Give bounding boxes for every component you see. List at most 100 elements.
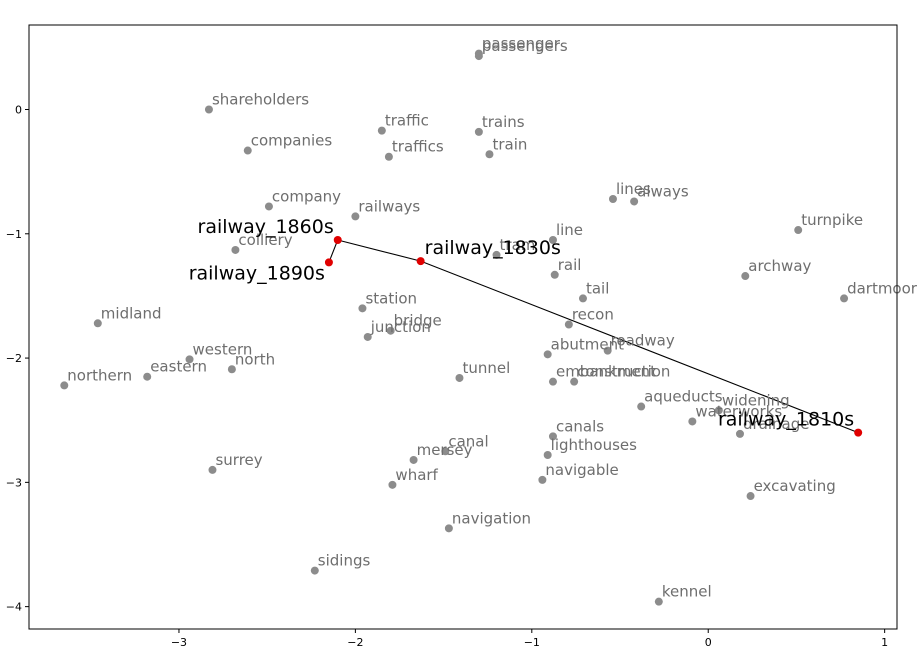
axes-layer: −3 −2 −1 0 1 −4 −3 −2 −1 0 (6, 104, 888, 649)
x-tick-label: −3 (171, 636, 187, 649)
point-navigable (538, 475, 547, 484)
point-label-always: always (637, 182, 689, 200)
point-label-company: company (272, 187, 341, 205)
point-traffics (384, 152, 393, 161)
point-companies (243, 146, 252, 155)
point-label-passengers: passengers (482, 37, 568, 55)
point-aqueducts (637, 402, 646, 411)
point-label-lighthouses: lighthouses (551, 436, 637, 454)
point-canals (548, 432, 557, 441)
highlight-point-railway-1810s (854, 428, 863, 437)
point-label-navigable: navigable (545, 461, 618, 479)
point-label-junction: junction (370, 318, 431, 336)
y-tick-label: −3 (6, 476, 22, 489)
point-label-turnpike: turnpike (801, 211, 863, 229)
point-label-canals: canals (556, 417, 604, 435)
point-label-midland: midland (101, 304, 162, 322)
point-label-widening: widening (722, 391, 790, 409)
point-bridge (386, 326, 395, 335)
point-north (227, 365, 236, 374)
point-tail (578, 294, 587, 303)
point-label-waterworks: waterworks (695, 402, 782, 420)
highlight-label-railway-1810s: railway_1810s (718, 409, 854, 431)
point-label-traffics: traffics (392, 138, 444, 156)
point-label-drainage: drainage (743, 415, 810, 433)
point-company (264, 202, 273, 211)
point-construction (570, 377, 579, 386)
point-traffic (377, 126, 386, 135)
y-tick-label: 0 (15, 104, 22, 117)
point-archway (741, 272, 750, 281)
point-label-tunnel: tunnel (462, 359, 510, 377)
point-waterworks (688, 417, 697, 426)
highlight-label-railway-1830s: railway_1830s (425, 237, 561, 259)
point-label-wharf: wharf (395, 466, 438, 484)
point-train (485, 150, 494, 159)
point-embankment (548, 377, 557, 386)
point-label-northern: northern (67, 366, 132, 384)
point-line (548, 236, 557, 245)
point-label-abutment: abutment (551, 335, 624, 353)
point-mersey (409, 455, 418, 464)
point-label-companies: companies (251, 132, 333, 150)
point-label-navigation: navigation (452, 509, 531, 527)
point-label-lines: lines (616, 180, 651, 198)
points-layer (60, 49, 849, 606)
point-eastern (143, 372, 152, 381)
point-label-tram: tram (500, 236, 536, 254)
y-tick-label: −2 (6, 352, 22, 365)
point-label-mersey: mersey (417, 441, 473, 459)
point-label-north: north (235, 350, 275, 368)
point-label-recon: recon (572, 306, 614, 324)
point-label-kennel: kennel (662, 583, 712, 601)
point-railways (351, 212, 360, 221)
point-label-tail: tail (586, 279, 609, 297)
point-label-rail: rail (558, 256, 582, 274)
point-tram (492, 250, 501, 259)
point-excavating (746, 492, 755, 501)
point-sidings (310, 566, 319, 575)
x-tick-label: 0 (705, 636, 712, 649)
highlight-layer: railway_1810s railway_1830s railway_1860sr… (189, 216, 863, 437)
point-northern (60, 381, 69, 390)
highlight-point-railway-1890s (324, 258, 333, 267)
point-label-trains: trains (482, 113, 525, 131)
point-passengers (474, 52, 483, 61)
point-trains (474, 127, 483, 136)
point-station (358, 304, 367, 313)
point-rail (550, 270, 559, 279)
highlight-label-railway-1890s: railway_1890s (189, 262, 325, 284)
plot-frame (28, 24, 898, 630)
point-turnpike (794, 226, 803, 235)
point-label-archway: archway (748, 257, 811, 275)
point-widening (714, 406, 723, 415)
point-label-sidings: sidings (318, 552, 371, 570)
point-label-passenger: passenger (482, 35, 561, 53)
trajectory-layer (328, 239, 859, 434)
point-always (630, 197, 639, 206)
point-recon (564, 320, 573, 329)
point-lines (608, 194, 617, 203)
point-label-surrey: surrey (215, 451, 262, 469)
point-abutment (543, 350, 552, 359)
point-lighthouses (543, 451, 552, 460)
point-dartmoor (840, 294, 849, 303)
point-kennel (654, 597, 663, 606)
x-tick-label: 1 (881, 636, 888, 649)
point-label-embankment: embankment (556, 363, 656, 381)
point-wharf (388, 480, 397, 489)
point-label-roadway: roadway (611, 332, 675, 350)
point-label-station: station (365, 289, 417, 307)
highlight-point-railway-1860s (333, 236, 342, 245)
point-label-traffic: traffic (385, 112, 429, 130)
point-label-colliery: colliery (238, 231, 292, 249)
point-label-canal: canal (448, 432, 488, 450)
x-tick-label: −2 (347, 636, 363, 649)
point-label-line: line (556, 221, 583, 239)
highlight-label-railway-1860s: railway_1860s (198, 216, 334, 238)
point-roadway (603, 346, 612, 355)
point-label-bridge: bridge (394, 312, 442, 330)
